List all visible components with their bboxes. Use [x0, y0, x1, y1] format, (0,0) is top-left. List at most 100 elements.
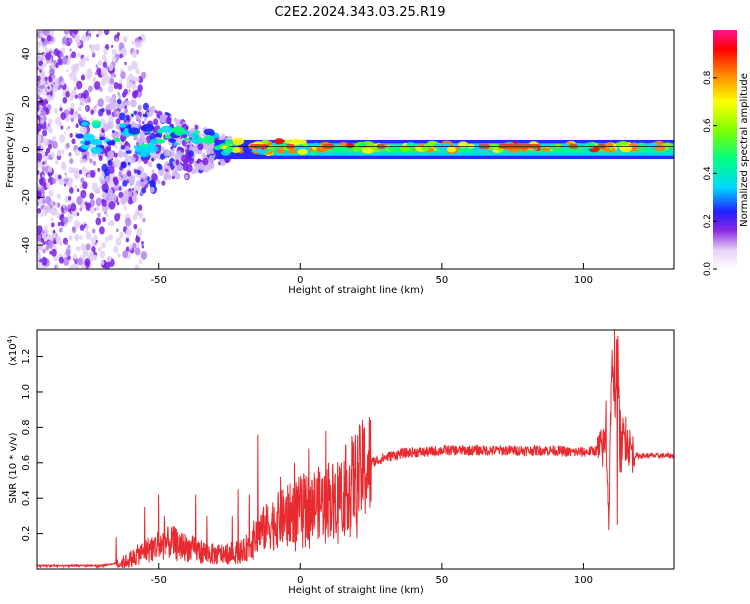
heatmap-speckle: [68, 73, 72, 78]
heatmap-speckle: [210, 162, 214, 167]
heatmap-blob: [169, 138, 176, 143]
heatmap-speckle: [121, 91, 127, 98]
heatmap-blob: [261, 139, 270, 145]
heatmap-blob: [420, 146, 430, 152]
heatmap-blob: [154, 133, 161, 138]
heatmap-speckle: [138, 212, 144, 219]
heatmap-speckle: [141, 240, 144, 245]
heatmap-blob: [118, 123, 127, 128]
heatmap-speckle: [170, 166, 174, 171]
heatmap-speckle: [135, 68, 140, 75]
heatmap-speckle: [37, 169, 40, 176]
heatmap-speckle: [72, 253, 78, 260]
heatmap-band: [75, 120, 674, 160]
heatmap-speckle: [51, 222, 55, 228]
heatmap-speckle: [85, 100, 88, 104]
heatmap-speckle: [92, 160, 97, 166]
heatmap-speckle: [40, 212, 44, 218]
heatmap-speckle: [123, 191, 129, 197]
heatmap-speckle: [117, 253, 121, 259]
heatmap-speckle: [189, 145, 194, 152]
heatmap-speckle: [43, 56, 46, 60]
heatmap-speckle: [123, 205, 127, 211]
heatmap-speckle: [154, 109, 158, 114]
heatmap-speckle: [116, 201, 120, 206]
heatmap-speckle: [120, 71, 126, 80]
heatmap-speckle: [48, 76, 53, 83]
heatmap-speckle: [168, 121, 171, 125]
heatmap-speckle: [37, 133, 42, 140]
heatmap-blob: [273, 145, 281, 150]
heatmap-blob: [133, 145, 140, 149]
heatmap-speckle: [127, 65, 133, 72]
heatmap-speckle: [197, 142, 204, 151]
heatmap-speckle: [60, 52, 64, 58]
heatmap-speckle: [115, 159, 121, 167]
heatmap-speckle: [174, 152, 180, 160]
heatmap-speckle: [70, 89, 77, 98]
heatmap-speckle: [62, 203, 66, 208]
heatmap-speckle: [125, 217, 132, 227]
heatmap-speckle: [106, 109, 112, 116]
heatmap-speckle: [100, 178, 106, 185]
heatmap-speckle: [137, 84, 143, 92]
heatmap-speckle: [50, 151, 56, 159]
heatmap-speckle: [126, 80, 132, 89]
heatmap-speckle: [111, 48, 117, 56]
snr-x-tick-label: 0: [297, 575, 303, 586]
heatmap-speckle: [69, 187, 74, 194]
heatmap-blob: [434, 143, 444, 150]
colorbar-ticks: 0.0 0.2 0.4 0.6 0.8: [703, 70, 717, 276]
heatmap-speckle: [173, 117, 178, 123]
heatmap-speckle: [44, 224, 48, 230]
heatmap-speckle: [99, 86, 103, 92]
heatmap-speckle: [42, 138, 49, 147]
heatmap-speckle: [58, 76, 64, 83]
heatmap-blob: [160, 125, 173, 133]
heatmap-speckle: [67, 244, 71, 249]
heatmap-speckle: [85, 56, 90, 62]
heatmap-speckle: [141, 187, 147, 194]
heatmap-speckle: [37, 175, 41, 181]
heatmap-speckle: [37, 208, 42, 214]
heatmap-speckle: [68, 151, 72, 156]
heatmap-speckle: [93, 234, 98, 242]
snr-y-tick-label: 0.4: [21, 490, 32, 506]
heatmap-speckle: [101, 241, 106, 249]
heatmap-speckle: [49, 250, 52, 255]
heatmap-speckle: [124, 61, 127, 66]
heatmap-blob: [99, 136, 106, 141]
heatmap-speckle: [103, 123, 110, 132]
heatmap-speckle: [64, 131, 67, 135]
heatmap-speckle: [58, 256, 64, 264]
heatmap-speckle: [119, 79, 123, 84]
heatmap-speckle: [151, 157, 155, 162]
heatmap-speckle: [122, 174, 126, 178]
heatmap-blob: [231, 137, 245, 146]
heatmap-speckle: [41, 257, 48, 266]
heatmap-blob: [654, 144, 666, 152]
heatmap-speckle: [188, 150, 194, 158]
heatmap-blob: [548, 144, 557, 150]
heatmap-speckle: [131, 90, 138, 99]
heatmap-speckle: [101, 198, 105, 203]
heatmap-speckle: [76, 80, 83, 90]
heatmap-blob: [82, 146, 89, 150]
heatmap-speckle: [98, 226, 105, 235]
snr-panel: -50 0 50 100 0.2 0.4 0.6 0.8 1.0 1.2 Height of s…: [6, 329, 675, 596]
heatmap-speckle: [134, 40, 140, 48]
heatmap-speckle: [63, 206, 68, 212]
heatmap-speckle: [98, 155, 103, 161]
heatmap-speckle: [107, 160, 112, 166]
heatmap-speckle: [101, 192, 108, 200]
heatmap-speckle: [160, 146, 165, 152]
heatmap-blob: [91, 138, 103, 146]
heatmap-blob: [541, 148, 547, 152]
spectrogram-x-axis: -50 0 50 100: [151, 263, 593, 286]
heatmap-speckle: [136, 169, 141, 175]
heatmap-speckle: [51, 81, 54, 86]
heatmap-speckle: [108, 234, 113, 241]
heatmap-speckle: [38, 40, 43, 47]
heatmap-speckle: [43, 80, 47, 85]
heatmap-speckle: [43, 228, 49, 236]
